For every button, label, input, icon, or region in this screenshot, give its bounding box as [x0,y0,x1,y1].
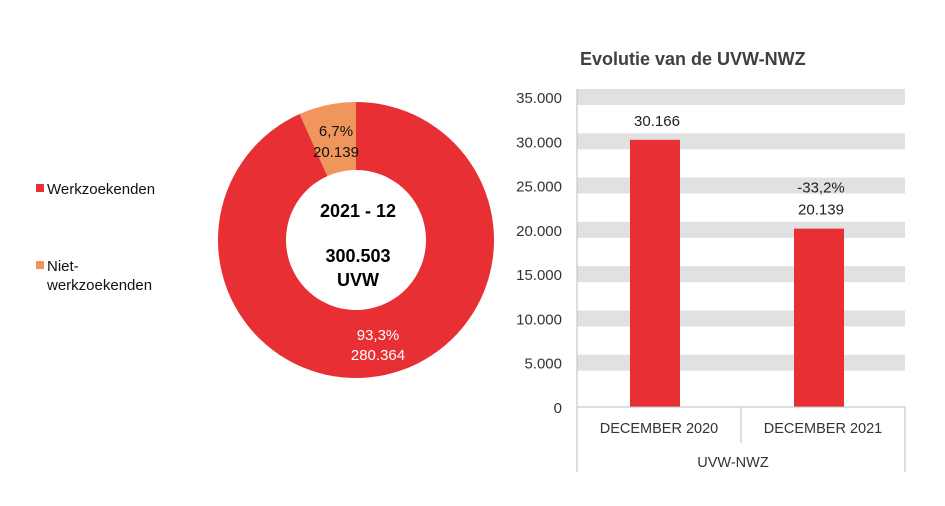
y-tick-label: 10.000 [516,311,562,328]
legend-label-werkzoekenden: Werkzoekenden [47,181,155,198]
grid-band [577,89,905,105]
bar-chart-grid [577,89,905,371]
legend-label-niet-werkzoekenden: Niet- [47,258,79,275]
donut-slice-niet-werkzoekenden [299,102,356,177]
grid-band [577,310,905,327]
grid-band [577,133,905,150]
y-tick-label: 5.000 [524,356,562,373]
x-group-label: UVW-NWZ [697,455,769,471]
donut-slice-werkzoekenden [218,102,494,378]
donut-legend: Werkzoekenden Niet-werkzoekenden [36,181,155,294]
bar-chart-x-axis: DECEMBER 2020 DECEMBER 2021 UVW-NWZ [576,89,906,472]
y-tick-label: 35.000 [516,90,562,107]
donut-chart [218,102,494,378]
y-tick-label: 30.000 [516,134,562,151]
bar-1 [630,139,680,407]
bar-chart-data-labels: 30.166 -33,2% 20.139 [634,113,845,219]
bar-2 [794,228,844,407]
x-tick-label: DECEMBER 2021 [764,421,882,437]
grid-band [577,266,905,283]
legend-swatch-niet-werkzoekenden [36,261,44,269]
legend-label-niet-werkzoekenden: werkzoekenden [46,277,152,294]
bar-value-label: 20.139 [798,202,844,219]
y-tick-label: 15.000 [516,267,562,284]
y-tick-label: 20.000 [516,223,562,240]
slice-percent-label: 6,7% [319,123,353,140]
grid-band [577,177,905,194]
donut-center-unit: UVW [337,270,379,290]
slice-value-label: 20.139 [313,144,359,161]
grid-band [577,221,905,238]
slice-percent-label: 93,3% [357,327,400,344]
grid-band [577,354,905,371]
bar-chart-bars [630,139,844,407]
y-tick-label: 0 [554,400,562,417]
donut-center-period: 2021 - 12 [320,201,396,221]
legend-swatch-werkzoekenden [36,184,44,192]
bar-value-label: 30.166 [634,113,680,130]
bar-chart-y-ticks: 0 5.000 10.000 15.000 20.000 25.000 30.000 35.0… [516,90,562,417]
donut-center-label: 2021 - 12 300.503 UVW [320,201,396,290]
x-tick-label: DECEMBER 2020 [600,421,718,437]
slice-value-label: 280.364 [351,347,405,364]
bar-chart-title: Evolutie van de UVW-NWZ [580,49,806,69]
bar-change-label: -33,2% [797,180,845,197]
donut-slice-labels: 6,7% 20.139 93,3% 280.364 [313,123,405,364]
donut-center-total: 300.503 [325,246,390,266]
y-tick-label: 25.000 [516,179,562,196]
